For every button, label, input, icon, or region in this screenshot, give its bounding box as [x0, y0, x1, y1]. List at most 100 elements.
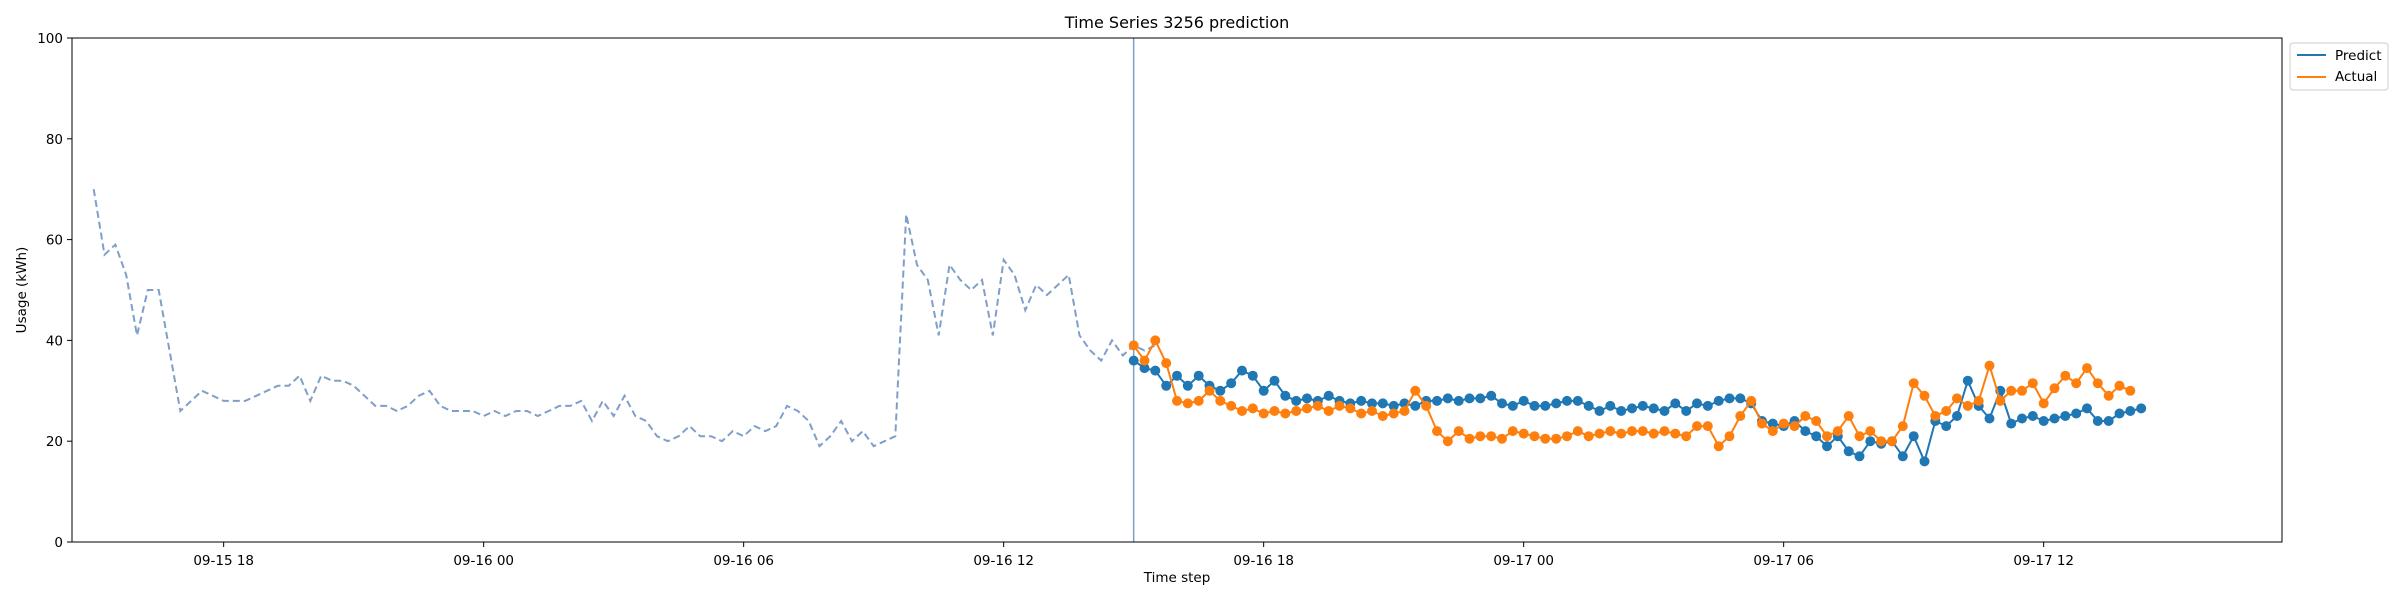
- actual-point: [1724, 431, 1735, 442]
- actual-point: [1247, 403, 1258, 414]
- predict-point: [1865, 436, 1876, 447]
- history-line: [92, 189, 1156, 448]
- actual-point: [1735, 411, 1746, 421]
- predict-point: [1432, 395, 1442, 406]
- actual-point: [1475, 431, 1486, 442]
- predict-point: [1800, 426, 1811, 437]
- predict-point: [2114, 408, 2125, 419]
- actual-point: [1887, 436, 1897, 447]
- predict-point: [2027, 411, 2038, 421]
- predict-point: [1605, 400, 1616, 411]
- actual-point: [1497, 433, 1507, 444]
- predict-point: [1919, 456, 1930, 467]
- actual-point: [1908, 378, 1919, 389]
- x-tick-label: 09-17 06: [1753, 553, 1814, 569]
- x-tick-label: 09-15 18: [193, 553, 254, 569]
- predict-point: [1128, 355, 1139, 366]
- actual-point: [2103, 390, 2114, 401]
- actual-point: [1865, 426, 1876, 437]
- predict-point: [2049, 413, 2060, 424]
- actual-point: [2125, 385, 2136, 396]
- predict-point: [1897, 451, 1908, 462]
- predict-point: [2092, 416, 2103, 426]
- actual-point: [1832, 426, 1843, 437]
- y-tick-label: 80: [46, 132, 63, 148]
- predict-point: [1291, 395, 1302, 406]
- actual-point: [2017, 385, 2027, 396]
- actual-point: [1540, 433, 1551, 444]
- actual-point: [1551, 433, 1562, 444]
- actual-point: [1442, 436, 1453, 447]
- predict-point: [1139, 363, 1150, 374]
- chart-title: Time Series 3256 prediction: [1064, 13, 1290, 32]
- actual-point: [1659, 426, 1670, 437]
- predict-point: [1735, 393, 1746, 404]
- predict-point: [1226, 378, 1237, 389]
- actual-point: [1432, 426, 1442, 437]
- actual-point: [1302, 403, 1312, 414]
- actual-point: [2027, 378, 2038, 389]
- predict-point: [1215, 385, 1226, 396]
- predict-point: [1713, 395, 1724, 406]
- predict-point: [1323, 390, 1334, 401]
- predict-point: [1583, 400, 1594, 411]
- predict-point: [1258, 385, 1269, 396]
- actual-point: [1583, 431, 1594, 442]
- actual-point: [1345, 403, 1356, 414]
- predict-point: [1377, 398, 1388, 409]
- predict-point: [1150, 365, 1161, 376]
- predict-point: [1302, 393, 1312, 404]
- predict-point: [1464, 393, 1475, 404]
- actual-point: [1421, 400, 1432, 411]
- actual-point: [1410, 385, 1421, 396]
- predict-point: [1648, 403, 1659, 414]
- predict-point: [1594, 406, 1605, 416]
- predict-point: [1822, 441, 1832, 452]
- predict-point: [1237, 365, 1247, 376]
- legend-predict-label: Predict: [2335, 48, 2382, 64]
- actual-point: [1897, 421, 1908, 432]
- actual-point: [1778, 418, 1789, 429]
- x-tick-label: 09-17 12: [2013, 553, 2074, 569]
- actual-point: [1562, 431, 1572, 442]
- actual-point: [1367, 406, 1377, 416]
- y-tick-label: 60: [46, 233, 63, 249]
- actual-point: [1648, 428, 1659, 439]
- actual-point: [1204, 385, 1215, 396]
- predict-point: [1767, 418, 1778, 429]
- actual-point: [1529, 431, 1540, 442]
- actual-point: [1702, 421, 1713, 432]
- predict-point: [1702, 400, 1713, 411]
- predict-point: [1172, 370, 1182, 381]
- predict-point: [1627, 403, 1637, 414]
- predict-point: [2082, 403, 2092, 414]
- predict-point: [1616, 406, 1627, 416]
- predict-point: [2136, 403, 2147, 414]
- x-tick-label: 09-16 06: [713, 553, 774, 569]
- predict-point: [1540, 400, 1551, 411]
- actual-point: [2082, 363, 2092, 374]
- actual-point: [1172, 395, 1182, 406]
- predict-point: [1811, 431, 1822, 442]
- actual-point: [1616, 428, 1627, 439]
- predict-point: [2038, 416, 2049, 426]
- actual-point: [2071, 378, 2082, 389]
- actual-point: [1323, 406, 1334, 416]
- actual-point: [1767, 426, 1778, 437]
- actual-point: [1854, 431, 1865, 442]
- actual-point: [1334, 400, 1345, 411]
- actual-point: [1919, 390, 1930, 401]
- predict-point: [1507, 400, 1518, 411]
- predict-point: [1280, 390, 1291, 401]
- actual-point: [1973, 395, 1984, 406]
- actual-point: [1930, 411, 1941, 421]
- actual-point: [1291, 406, 1302, 416]
- actual-point: [1637, 426, 1648, 437]
- actual-point: [1605, 426, 1616, 437]
- actual-point: [2092, 378, 2103, 389]
- actual-point: [1713, 441, 1724, 452]
- predict-point: [1388, 400, 1399, 411]
- predict-point: [1637, 400, 1648, 411]
- y-axis-label: Usage (kWh): [14, 247, 30, 334]
- predict-point: [1410, 400, 1421, 411]
